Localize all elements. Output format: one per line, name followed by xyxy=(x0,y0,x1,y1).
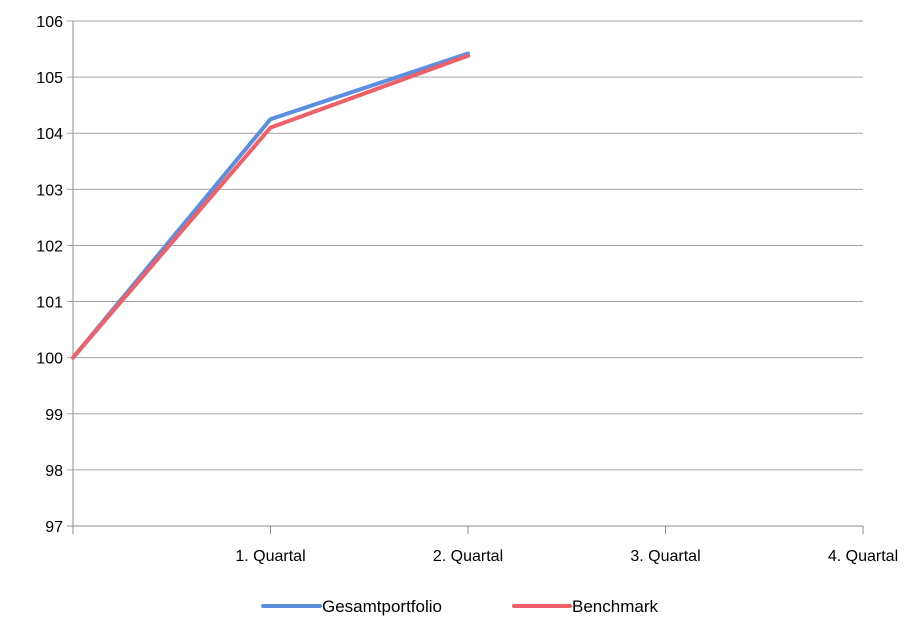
y-tick-label: 102 xyxy=(36,238,63,255)
y-tick-label: 97 xyxy=(45,519,63,536)
x-tick-label: 2. Quartal xyxy=(433,548,503,565)
series-lines xyxy=(71,51,470,360)
y-tick-label: 100 xyxy=(36,351,63,368)
x-tick-label: 1. Quartal xyxy=(235,548,305,565)
y-tick-label: 98 xyxy=(45,463,63,480)
legend: Gesamtportfolio Benchmark xyxy=(261,597,658,616)
y-axis-tick-labels: 97 98 99 100 101 102 103 104 105 106 xyxy=(36,14,63,536)
axes xyxy=(67,21,864,534)
x-tick-label: 3. Quartal xyxy=(630,548,700,565)
y-tick-label: 101 xyxy=(36,295,63,312)
y-tick-label: 105 xyxy=(36,70,63,87)
y-tick-label: 103 xyxy=(36,182,63,199)
y-tick-label: 106 xyxy=(36,14,63,31)
gridlines xyxy=(67,20,863,471)
x-tick-label: 4. Quartal xyxy=(828,548,898,565)
y-tick-label: 99 xyxy=(45,407,63,424)
series-line-gesamtportfolio xyxy=(71,51,470,360)
series-line-benchmark xyxy=(71,53,470,360)
x-axis-tick-labels: 1. Quartal 2. Quartal 3. Quartal 4. Quartal xyxy=(235,548,898,565)
legend-label: Benchmark xyxy=(572,597,658,616)
y-tick-label: 104 xyxy=(36,126,63,143)
legend-label: Gesamtportfolio xyxy=(322,597,442,616)
